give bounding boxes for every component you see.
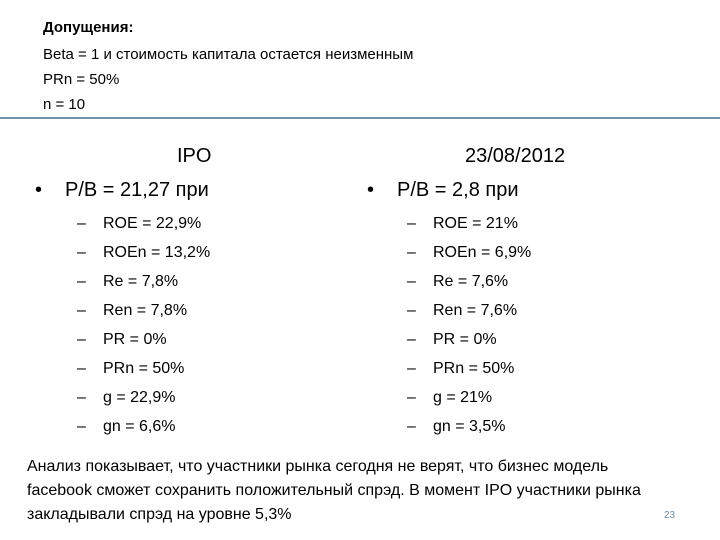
left-sublist: – ROE = 22,9% – ROEn = 13,2% – Re = 7,8% – R… xyxy=(77,209,210,441)
assumptions-box: Допущения: Beta = 1 и стоимость капитала… xyxy=(0,0,720,119)
bullet-marker: • xyxy=(35,179,43,201)
left-bullet-text: P/B = 21,27 при xyxy=(65,179,209,201)
conclusion-text: Анализ показывает, что участники рынка с… xyxy=(27,458,641,523)
assumption-line: PRn = 50% xyxy=(43,71,120,88)
list-item: – PR = 0% xyxy=(407,331,497,348)
right-sublist: – ROE = 21% – ROEn = 6,9% – Re = 7,6% – Ren … xyxy=(407,209,531,441)
page-number: 23 xyxy=(664,510,676,521)
list-item: – ROEn = 6,9% xyxy=(407,244,532,261)
list-item: – ROEn = 13,2% xyxy=(77,244,211,261)
list-item: – PR = 0% xyxy=(77,331,167,348)
list-item: – g = 22,9% xyxy=(77,389,176,406)
list-item: – PRn = 50% xyxy=(77,360,185,377)
list-item: – Ren = 7,8% xyxy=(77,302,188,319)
list-item: – g = 21% xyxy=(407,389,493,406)
list-item: – gn = 3,5% xyxy=(407,418,506,435)
list-item: – ROE = 21% xyxy=(407,215,518,232)
list-item: – ROE = 22,9% xyxy=(77,215,202,232)
assumptions-title: Допущения: xyxy=(43,19,134,36)
assumption-line: Beta = 1 и стоимость капитала остается н… xyxy=(43,46,414,63)
right-bullet-text: P/B = 2,8 при xyxy=(397,179,519,201)
list-item: – gn = 6,6% xyxy=(77,418,176,435)
list-item: – PRn = 50% xyxy=(407,360,515,377)
list-item: – Re = 7,8% xyxy=(77,273,179,290)
left-column-title: IPO xyxy=(177,145,212,167)
list-item: – Ren = 7,6% xyxy=(407,302,518,319)
left-bullet: • P/B = 21,27 при xyxy=(35,177,209,203)
assumption-line: n = 10 xyxy=(43,96,86,113)
right-column-title: 23/08/2012 xyxy=(465,145,566,167)
list-item: – Re = 7,6% xyxy=(407,273,509,290)
bullet-marker: • xyxy=(367,179,375,201)
right-bullet: • P/B = 2,8 при xyxy=(367,177,519,203)
